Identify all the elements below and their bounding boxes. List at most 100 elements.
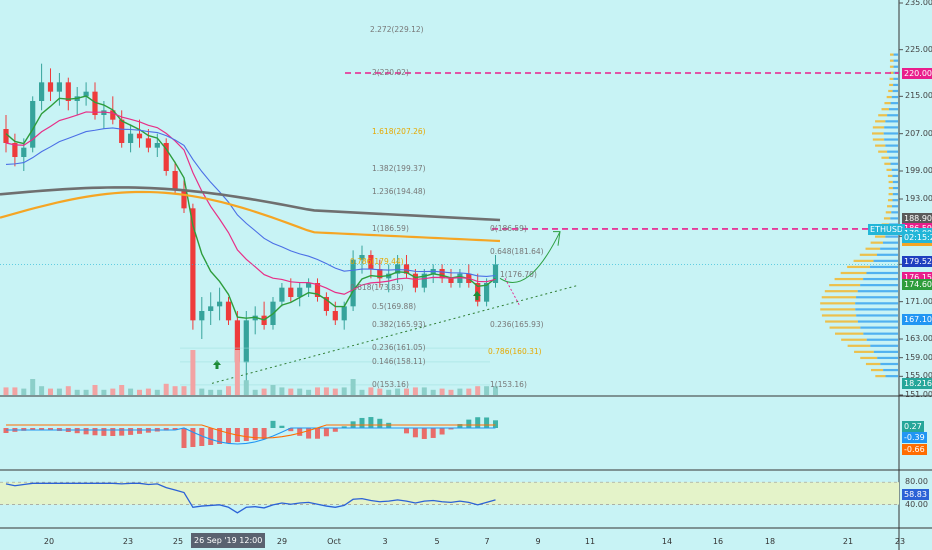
candle-body: [39, 82, 45, 101]
volume-bar: [350, 379, 356, 395]
fib-level-label: 0.786(179.44): [350, 257, 404, 267]
candle-body: [3, 129, 9, 143]
macd-histogram-bar: [252, 428, 258, 440]
volume-profile-bar: [892, 193, 898, 196]
rsi-value-tag: 58.83: [902, 488, 929, 500]
volume-profile-bar: [880, 362, 898, 366]
macd-histogram-bar: [359, 417, 365, 428]
volume-profile-bar: [890, 102, 898, 105]
volume-profile-bar: [890, 217, 898, 220]
fib-level-label: 1.618(207.26): [372, 127, 426, 137]
ascending-trendline: [211, 284, 579, 384]
macd-histogram-bar: [475, 417, 481, 428]
candle-body: [323, 297, 329, 311]
volume-profile-bar: [863, 332, 898, 335]
volume-profile-bar: [889, 71, 894, 74]
volume-profile-bar: [885, 144, 898, 147]
volume-bar: [190, 350, 196, 395]
candle-body: [350, 259, 356, 307]
macd-histogram-bar: [332, 428, 338, 432]
candle-body: [306, 283, 312, 288]
volume-profile-bar: [821, 296, 857, 299]
volume-profile-bar: [893, 65, 898, 68]
volume-profile-bar: [840, 271, 867, 275]
volume-bar: [493, 386, 498, 395]
projection-alt-path: [504, 278, 521, 307]
candle-body: [128, 133, 134, 143]
candle-body: [421, 273, 427, 288]
volume-bar: [368, 387, 374, 395]
volume-profile-bar: [878, 150, 888, 153]
candle-body: [208, 306, 214, 311]
volume-bar: [154, 389, 160, 395]
time-axis-label: 7: [484, 537, 490, 546]
fib-level-label: 1(186.59): [372, 223, 409, 233]
volume-profile-bar: [866, 271, 898, 275]
rsi-tick-label: 80.00: [905, 477, 928, 487]
volume-profile-bar: [859, 253, 877, 256]
volume-profile-bar: [887, 150, 898, 153]
price-tick-label: 151.00: [905, 390, 932, 399]
volume-profile-bar: [884, 126, 898, 129]
candle-body: [448, 278, 454, 283]
volume-bar: [457, 388, 463, 395]
candle-body: [154, 143, 160, 148]
fib-level-label: 0(186.59): [490, 223, 527, 233]
volume-profile-bar: [824, 290, 858, 293]
macd-histogram-bar: [270, 420, 276, 428]
macd-histogram-bar: [48, 428, 53, 431]
volume-bar: [30, 379, 36, 395]
macd-histogram-bar: [288, 428, 294, 432]
volume-profile-bar: [888, 193, 893, 196]
macd-histogram-bar: [466, 419, 472, 428]
volume-profile-bar: [860, 356, 878, 360]
projection-arrow-path: [499, 231, 561, 283]
price-tick-label: 159.00: [905, 352, 932, 362]
fib-level-label: 0.236(161.05): [372, 343, 426, 353]
macd-histogram-bar: [315, 428, 320, 439]
candle-body: [439, 269, 445, 279]
time-axis-label: 21: [842, 537, 854, 546]
volume-profile-bar: [890, 162, 898, 165]
volume-profile-bar: [871, 132, 884, 135]
rsi-pane: [0, 481, 899, 514]
candle-body: [457, 273, 463, 283]
time-axis-label: 29: [276, 537, 288, 546]
volume-profile-bar: [883, 368, 898, 372]
volume-bar: [439, 388, 445, 395]
macd-histogram-bar: [484, 417, 490, 428]
rsi-tick-label: 40.00: [905, 499, 928, 509]
buy-signal-arrow-icon: [473, 291, 481, 300]
macd-value-tag: -0.39: [902, 431, 927, 443]
time-axis-label: Oct: [327, 537, 341, 546]
volume-profile-bar: [870, 344, 898, 347]
volume-profile-bar: [857, 320, 898, 323]
price-tag: 02:15:25: [902, 232, 932, 243]
volume-bar: [466, 388, 472, 395]
volume-profile-bar: [875, 235, 886, 238]
volume-profile-bar: [875, 375, 886, 378]
macd-histogram-bar: [190, 428, 196, 447]
candle-body: [368, 255, 374, 269]
volume-bar: [270, 385, 276, 395]
time-axis-label: 11: [584, 537, 596, 546]
macd-histogram-bar: [243, 428, 249, 441]
fib-level-label: 0.618(173.83): [350, 283, 404, 293]
fib-level-label: 0.786(160.31): [488, 346, 542, 356]
volume-profile-bar: [829, 326, 861, 329]
candle-body: [492, 264, 499, 283]
volume-bar: [48, 388, 53, 395]
macd-histogram-bar: [163, 428, 169, 431]
price-tick-label: 199.00: [905, 166, 932, 175]
volume-bar: [484, 386, 490, 395]
volume-profile-bar: [863, 277, 898, 281]
macd-histogram-bar: [39, 428, 45, 431]
volume-profile-bar: [893, 77, 898, 80]
volume-profile-bar: [820, 308, 856, 311]
fib-level-label: 1.236(194.48): [372, 187, 426, 197]
volume-bar: [199, 388, 205, 395]
candle-body: [145, 138, 151, 148]
macd-histogram-bar: [323, 428, 329, 437]
